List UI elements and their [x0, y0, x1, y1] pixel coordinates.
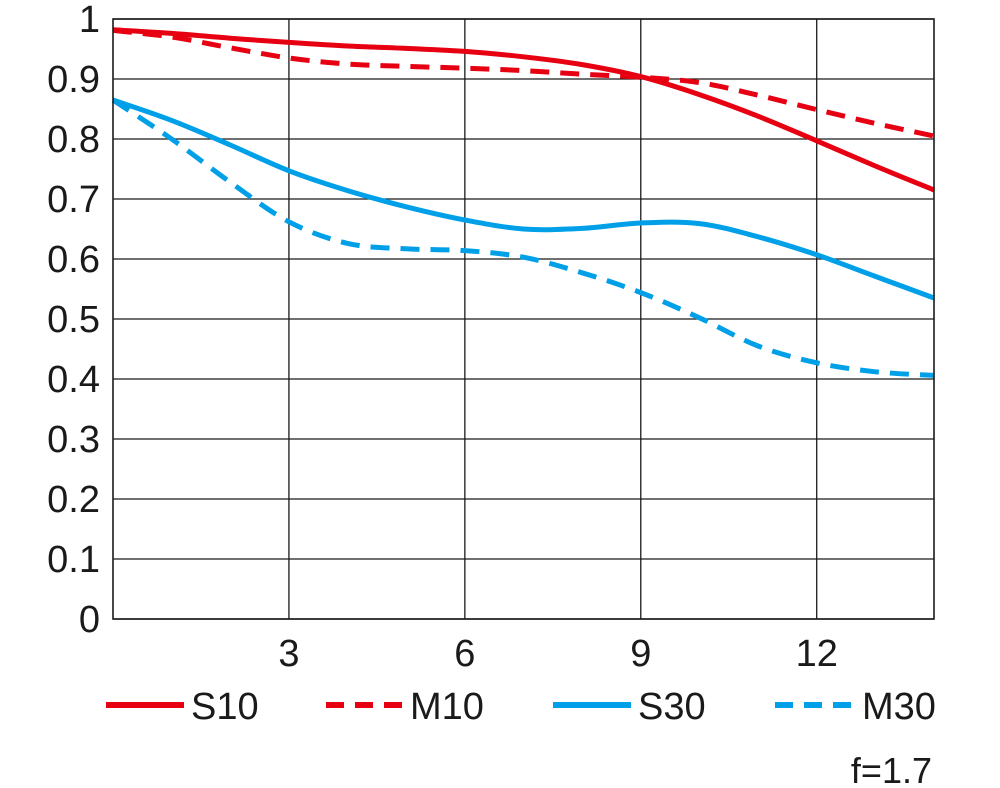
- y-tick-label: 1: [79, 0, 100, 41]
- series-lines: [111, 27, 935, 378]
- y-tick-label: 0.9: [47, 59, 100, 101]
- y-axis-ticks: 0 0.1 0.2 0.3 0.4 0.5 0.6 0.7 0.8 0.9 1: [47, 0, 100, 641]
- y-tick-label: 0.7: [47, 179, 100, 221]
- y-tick-label: 0.5: [47, 299, 100, 341]
- legend-item-s10: S10: [106, 686, 259, 728]
- y-tick-label: 0.1: [47, 539, 100, 581]
- x-tick-label: 9: [630, 633, 651, 675]
- legend-item-m30: M30: [775, 686, 936, 728]
- y-tick-label: 0.6: [47, 239, 100, 281]
- legend-label: S10: [191, 686, 259, 728]
- x-tick-label: 3: [278, 633, 299, 675]
- x-axis-ticks: 3 6 9 12: [278, 633, 837, 675]
- y-tick-label: 0.2: [47, 479, 100, 521]
- legend-label: M30: [862, 686, 936, 728]
- legend-item-s30: S30: [553, 686, 706, 728]
- y-tick-label: 0.3: [47, 419, 100, 461]
- legend: S10 M10 S30 M30: [106, 686, 936, 728]
- y-tick-label: 0.4: [47, 359, 100, 401]
- legend-label: M10: [410, 686, 484, 728]
- series-line-s10: [112, 27, 935, 193]
- plot-frame: [112, 18, 935, 620]
- legend-item-m10: M10: [326, 686, 484, 728]
- x-tick-label: 12: [796, 633, 838, 675]
- y-tick-label: 0.8: [47, 119, 100, 161]
- aperture-note: f=1.7: [851, 750, 932, 788]
- y-tick-label: 0: [79, 599, 100, 641]
- plot-border: [112, 18, 935, 620]
- series-line-m30: [111, 97, 935, 378]
- legend-label: S30: [638, 686, 706, 728]
- series-line-m10: [112, 27, 935, 139]
- series-line-s30: [112, 97, 935, 301]
- x-tick-label: 6: [454, 633, 475, 675]
